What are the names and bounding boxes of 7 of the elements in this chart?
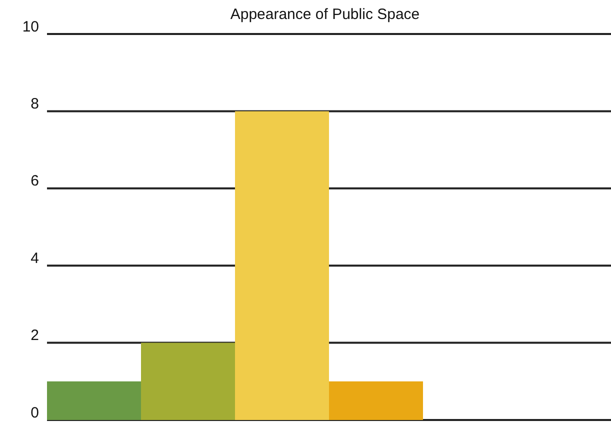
- y-tick-label: 10: [22, 18, 39, 36]
- y-tick-label: 4: [30, 250, 39, 267]
- y-tick-label: 0: [30, 404, 39, 422]
- chart-title: Appearance of Public Space: [229, 6, 421, 23]
- y-tick-label: 8: [30, 96, 39, 113]
- y-tick-label: 6: [30, 172, 39, 190]
- y-tick-label: 2: [30, 327, 39, 344]
